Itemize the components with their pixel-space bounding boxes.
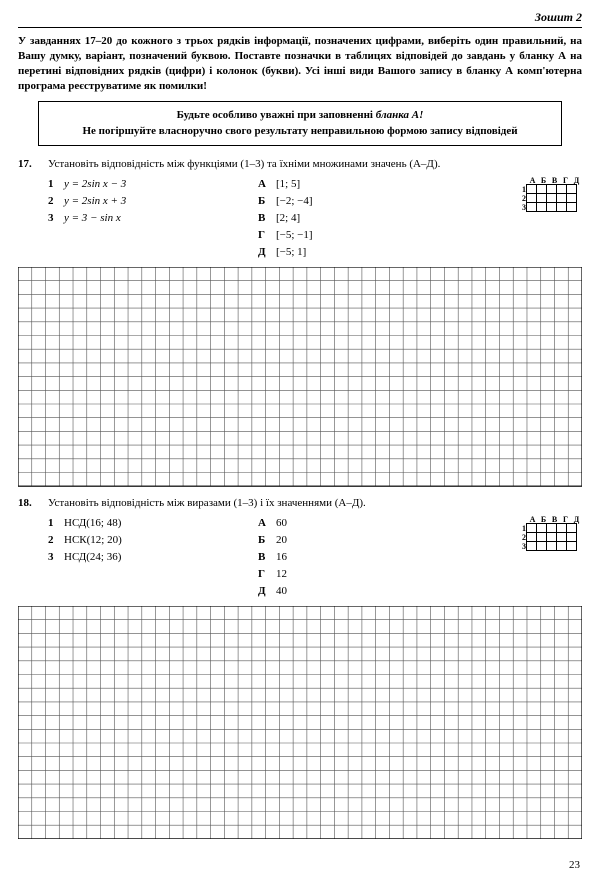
task-17-left-column: 1 y = 2sin x − 3 2 y = 2sin x + 3 3 y = 3 −… [48, 176, 248, 261]
t17-rB-l: Б [258, 193, 270, 210]
t18-l3-t: НСД(24; 36) [64, 549, 121, 566]
task-18-number: 18. [18, 497, 40, 509]
t18-rA-l: А [258, 515, 270, 532]
t17-rD-t: [−5; −1] [276, 227, 313, 244]
t18-l3-n: 3 [48, 549, 58, 566]
task-18-right-column: А 60 Б 20 В 16 Г 12 Д 40 [258, 515, 398, 600]
page-number: 23 [569, 859, 580, 871]
t18-rD-l: Г [258, 566, 270, 583]
t18-l1-n: 1 [48, 515, 58, 532]
t18-l2-n: 2 [48, 532, 58, 549]
task-17-work-grid [18, 267, 582, 486]
t17-l3-n: 3 [48, 210, 58, 227]
t17-rC-l: В [258, 210, 270, 227]
t17-l1-n: 1 [48, 176, 58, 193]
cell-3d[interactable] [566, 202, 577, 212]
task-18-prompt: Установіть відповідність між виразами (1… [48, 497, 582, 509]
t17-l2-n: 2 [48, 193, 58, 210]
task-17-number: 17. [18, 158, 40, 170]
t17-rD-l: Г [258, 227, 270, 244]
warning-line1a: Будьте особливо уважні при заповненні [177, 109, 376, 121]
t18-l2-t: НСК(12; 20) [64, 532, 122, 549]
task-17: 17. Установіть відповідність між функція… [18, 158, 582, 261]
t18-rE-l: Д [258, 583, 270, 600]
t17-l1-t: y = 2sin x − 3 [64, 176, 126, 193]
warning-box: Будьте особливо уважні при заповненні бл… [38, 101, 562, 146]
t17-rA-l: А [258, 176, 270, 193]
task-17-prompt: Установіть відповідність між функціями (… [48, 158, 582, 170]
top-rule [18, 27, 582, 28]
task-18-work-grid [18, 606, 582, 839]
t17-rE-t: [−5; 1] [276, 244, 306, 261]
task-17-right-column: А [1; 5] Б [−2; −4] В [2; 4] Г [−5; −1] Д [−5… [258, 176, 398, 261]
t18-l1-t: НСД(16; 48) [64, 515, 121, 532]
instructions-text: У завданнях 17–20 до кожного з трьох ряд… [18, 34, 582, 93]
t18-rB-t: 20 [276, 532, 287, 549]
t18-rD-t: 12 [276, 566, 287, 583]
t17-rC-t: [2; 4] [276, 210, 300, 227]
t18-rE-t: 40 [276, 583, 287, 600]
warning-line2: Не погіршуйте власноручно свого результа… [47, 124, 553, 139]
c18-3d[interactable] [566, 541, 577, 551]
t17-rE-l: Д [258, 244, 270, 261]
t17-l3-t: y = 3 − sin x [64, 210, 121, 227]
task-18-answer-grid: А Б В Г Д 1 2 3 [517, 515, 582, 551]
task-18: 18. Установіть відповідність між виразам… [18, 497, 582, 600]
t18-rC-l: В [258, 549, 270, 566]
warning-line1b: бланка А! [376, 109, 424, 121]
t18-rB-l: Б [258, 532, 270, 549]
booklet-label: Зошит 2 [18, 10, 582, 25]
t17-l2-t: y = 2sin x + 3 [64, 193, 126, 210]
t17-rB-t: [−2; −4] [276, 193, 313, 210]
t18-rA-t: 60 [276, 515, 287, 532]
t18-rC-t: 16 [276, 549, 287, 566]
task-18-left-column: 1 НСД(16; 48) 2 НСК(12; 20) 3 НСД(24; 36) [48, 515, 248, 600]
warning-line1: Будьте особливо уважні при заповненні бл… [47, 108, 553, 123]
task-17-answer-grid: А Б В Г Д 1 2 3 [517, 176, 582, 212]
t17-rA-t: [1; 5] [276, 176, 300, 193]
